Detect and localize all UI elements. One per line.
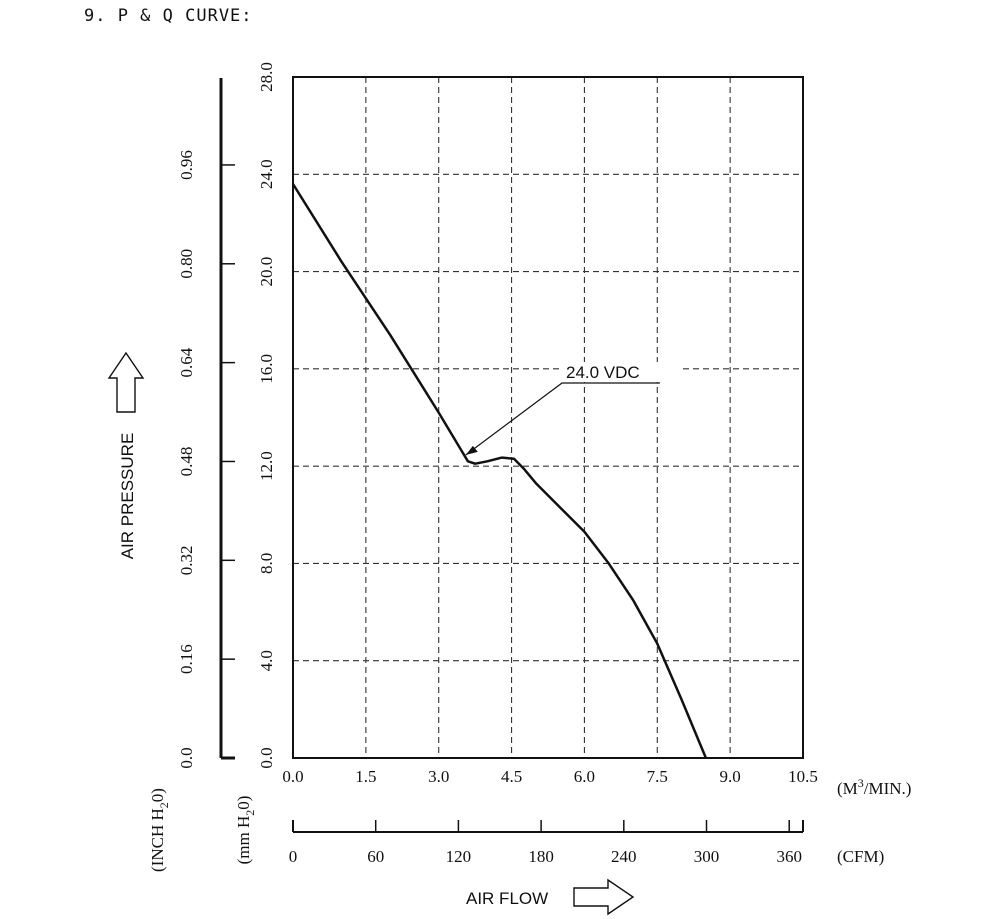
grid-lines — [293, 77, 803, 758]
y-inch-tick-label: 0.96 — [177, 150, 196, 180]
x-tick-label: 1.5 — [355, 767, 376, 786]
y-axis-title: AIR PRESSURE — [118, 433, 137, 560]
y-inch-tick-label: 0.80 — [177, 249, 196, 279]
cfm-tick-label: 60 — [367, 847, 384, 866]
series-line-24vdc — [291, 183, 708, 759]
cfm-axis-unit: (CFM) — [837, 847, 884, 866]
axes — [219, 78, 804, 833]
labels: 0.0 1.5 3.0 4.5 6.0 7.5 9.0 10.5 (M3/MIN.) 0 60 120… — [107, 62, 911, 916]
x-tick-label: 9.0 — [720, 767, 741, 786]
x-tick-label: 4.5 — [501, 767, 522, 786]
cfm-tick-label: 180 — [528, 847, 554, 866]
y-mm-tick-label: 4.0 — [257, 650, 276, 671]
plot-frame — [292, 76, 804, 759]
y-mm-tick-label: 20.0 — [257, 257, 276, 287]
y-inch-tick-label: 0.16 — [177, 644, 196, 674]
x-tick-label: 6.0 — [574, 767, 595, 786]
annotation-leader-line — [465, 382, 660, 456]
y-mm-tick-label: 8.0 — [257, 553, 276, 574]
x-axis-unit: (M3/MIN.) — [837, 776, 911, 798]
air-pressure-arrow-icon — [107, 351, 145, 413]
page-title: 9. P & Q CURVE: — [84, 6, 253, 26]
x-axis-title: AIR FLOW — [466, 889, 548, 908]
y-inch-tick-label: 0.32 — [177, 545, 196, 575]
y-inch-tick-label: 0.0 — [177, 747, 196, 768]
x-tick-label: 10.5 — [788, 767, 818, 786]
y-mm-axis-unit: (mm H20) — [234, 796, 257, 865]
cfm-tick-label: 0 — [289, 847, 298, 866]
x-tick-label: 3.0 — [428, 767, 449, 786]
annotation-label: 24.0 VDC — [566, 363, 640, 382]
y-mm-tick-label: 16.0 — [257, 354, 276, 384]
y-inch-axis-unit: (INCH H20) — [148, 788, 171, 872]
y-mm-tick-label: 24.0 — [257, 159, 276, 189]
y-mm-tick-label: 28.0 — [257, 62, 276, 92]
y-inch-tick-label: 0.48 — [177, 447, 196, 477]
x-tick-label: 7.5 — [647, 767, 668, 786]
cfm-tick-label: 240 — [611, 847, 637, 866]
y-mm-tick-label: 12.0 — [257, 451, 276, 481]
cfm-tick-label: 300 — [694, 847, 720, 866]
x-tick-label: 0.0 — [282, 767, 303, 786]
cfm-tick-label: 120 — [446, 847, 472, 866]
annotation-arrowhead-icon — [465, 445, 478, 455]
curves — [291, 183, 708, 759]
air-flow-arrow-icon — [573, 878, 635, 916]
y-inch-tick-label: 0.64 — [177, 347, 196, 377]
cfm-tick-label: 360 — [776, 847, 802, 866]
y-mm-tick-label: 0.0 — [257, 747, 276, 768]
annotation-background — [560, 362, 680, 382]
